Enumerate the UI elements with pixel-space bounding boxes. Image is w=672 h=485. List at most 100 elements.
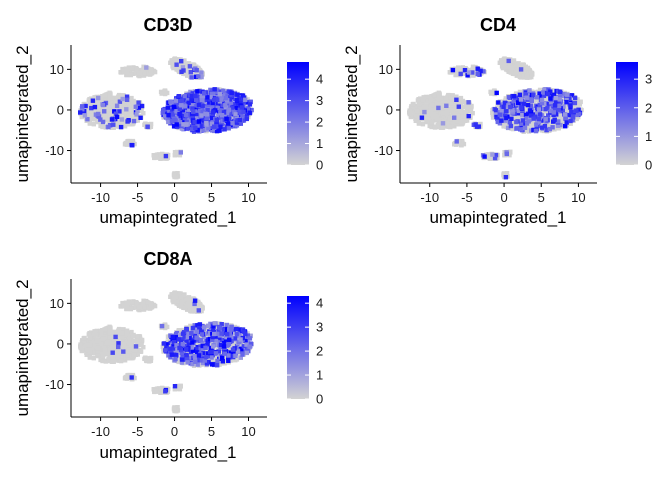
cell-point: [159, 153, 163, 157]
cell-point: [103, 94, 107, 98]
cell-point: [475, 125, 479, 129]
cell-point: [527, 88, 531, 92]
cell-point: [455, 139, 459, 143]
cell-point: [160, 91, 164, 95]
cell-point: [569, 110, 573, 114]
cell-point: [200, 98, 204, 102]
cell-point: [523, 126, 527, 130]
cell-point: [166, 105, 170, 109]
cell-point: [170, 119, 174, 123]
cell-point: [144, 65, 148, 69]
x-axis-label: umapintegrated_1: [429, 208, 566, 227]
cell-point: [445, 109, 449, 113]
cell-point: [235, 98, 239, 102]
cell-point: [199, 304, 203, 308]
cell-point: [571, 114, 575, 118]
cell-point: [529, 70, 533, 74]
cell-point: [459, 66, 463, 70]
cell-point: [444, 96, 448, 100]
cell-points: [407, 56, 584, 179]
cell-point: [531, 116, 535, 120]
cell-point: [509, 117, 513, 121]
cell-point: [125, 98, 129, 102]
cell-point: [227, 126, 231, 130]
cell-point: [179, 150, 183, 154]
cell-point: [217, 129, 221, 133]
cell-point: [145, 300, 149, 304]
cell-point: [153, 304, 157, 308]
cell-point: [460, 100, 464, 104]
cell-point: [451, 109, 455, 113]
cell-point: [415, 109, 419, 113]
cell-point: [101, 354, 105, 358]
cell-point: [115, 104, 119, 108]
cell-point: [103, 328, 107, 332]
cell-point: [219, 97, 223, 101]
cell-point: [519, 67, 523, 71]
cell-point: [126, 348, 130, 352]
cell-point: [122, 304, 126, 308]
cell-point: [238, 118, 242, 122]
cell-point: [417, 120, 421, 124]
cell-point: [136, 352, 140, 356]
cell-point: [121, 97, 125, 101]
cell-point: [552, 118, 556, 122]
cell-point: [102, 109, 106, 113]
cell-point: [204, 121, 208, 125]
cell-point: [191, 110, 195, 114]
cell-point: [137, 71, 141, 75]
y-tick-label: 0: [386, 102, 393, 117]
cell-point: [85, 117, 89, 121]
cell-point: [101, 337, 105, 341]
cell-point: [153, 154, 157, 158]
cell-point: [498, 113, 502, 117]
cell-point: [159, 387, 163, 391]
cell-point: [565, 93, 569, 97]
cell-point: [245, 117, 249, 121]
cell-point: [527, 119, 531, 123]
cell-point: [432, 94, 436, 98]
x-tick-label: 5: [208, 190, 215, 205]
cell-point: [101, 120, 105, 124]
panel-title: CD3D: [143, 15, 192, 35]
cell-point: [138, 116, 142, 120]
cell-point: [449, 101, 453, 105]
cell-point: [436, 106, 440, 110]
cell-point: [193, 126, 197, 130]
cell-point: [173, 56, 177, 60]
cell-point: [451, 68, 455, 72]
cell-point: [131, 100, 135, 104]
cell-point: [87, 332, 91, 336]
cell-point: [573, 101, 577, 105]
cell-point: [132, 353, 136, 357]
cell-point: [448, 117, 452, 121]
cell-point: [507, 59, 511, 63]
cell-point: [124, 141, 128, 145]
cell-point: [224, 96, 228, 100]
cell-point: [514, 120, 518, 124]
cell-point: [461, 119, 465, 123]
cell-points: [78, 56, 254, 179]
cell-point: [578, 102, 582, 106]
cell-point: [518, 93, 522, 97]
cell-point: [436, 123, 440, 127]
cell-point: [180, 98, 184, 102]
y-tick-label: -10: [374, 143, 393, 158]
cell-point: [476, 72, 480, 76]
cell-point: [424, 105, 428, 109]
cell-point: [132, 119, 136, 123]
panel-title: CD4: [480, 15, 516, 35]
cell-point: [199, 70, 203, 74]
cell-point: [557, 104, 561, 108]
cell-point: [125, 332, 129, 336]
cell-point: [114, 330, 118, 334]
cell-point: [202, 91, 206, 95]
cell-point: [99, 331, 103, 335]
cell-point: [179, 70, 183, 74]
cell-point: [175, 151, 179, 155]
